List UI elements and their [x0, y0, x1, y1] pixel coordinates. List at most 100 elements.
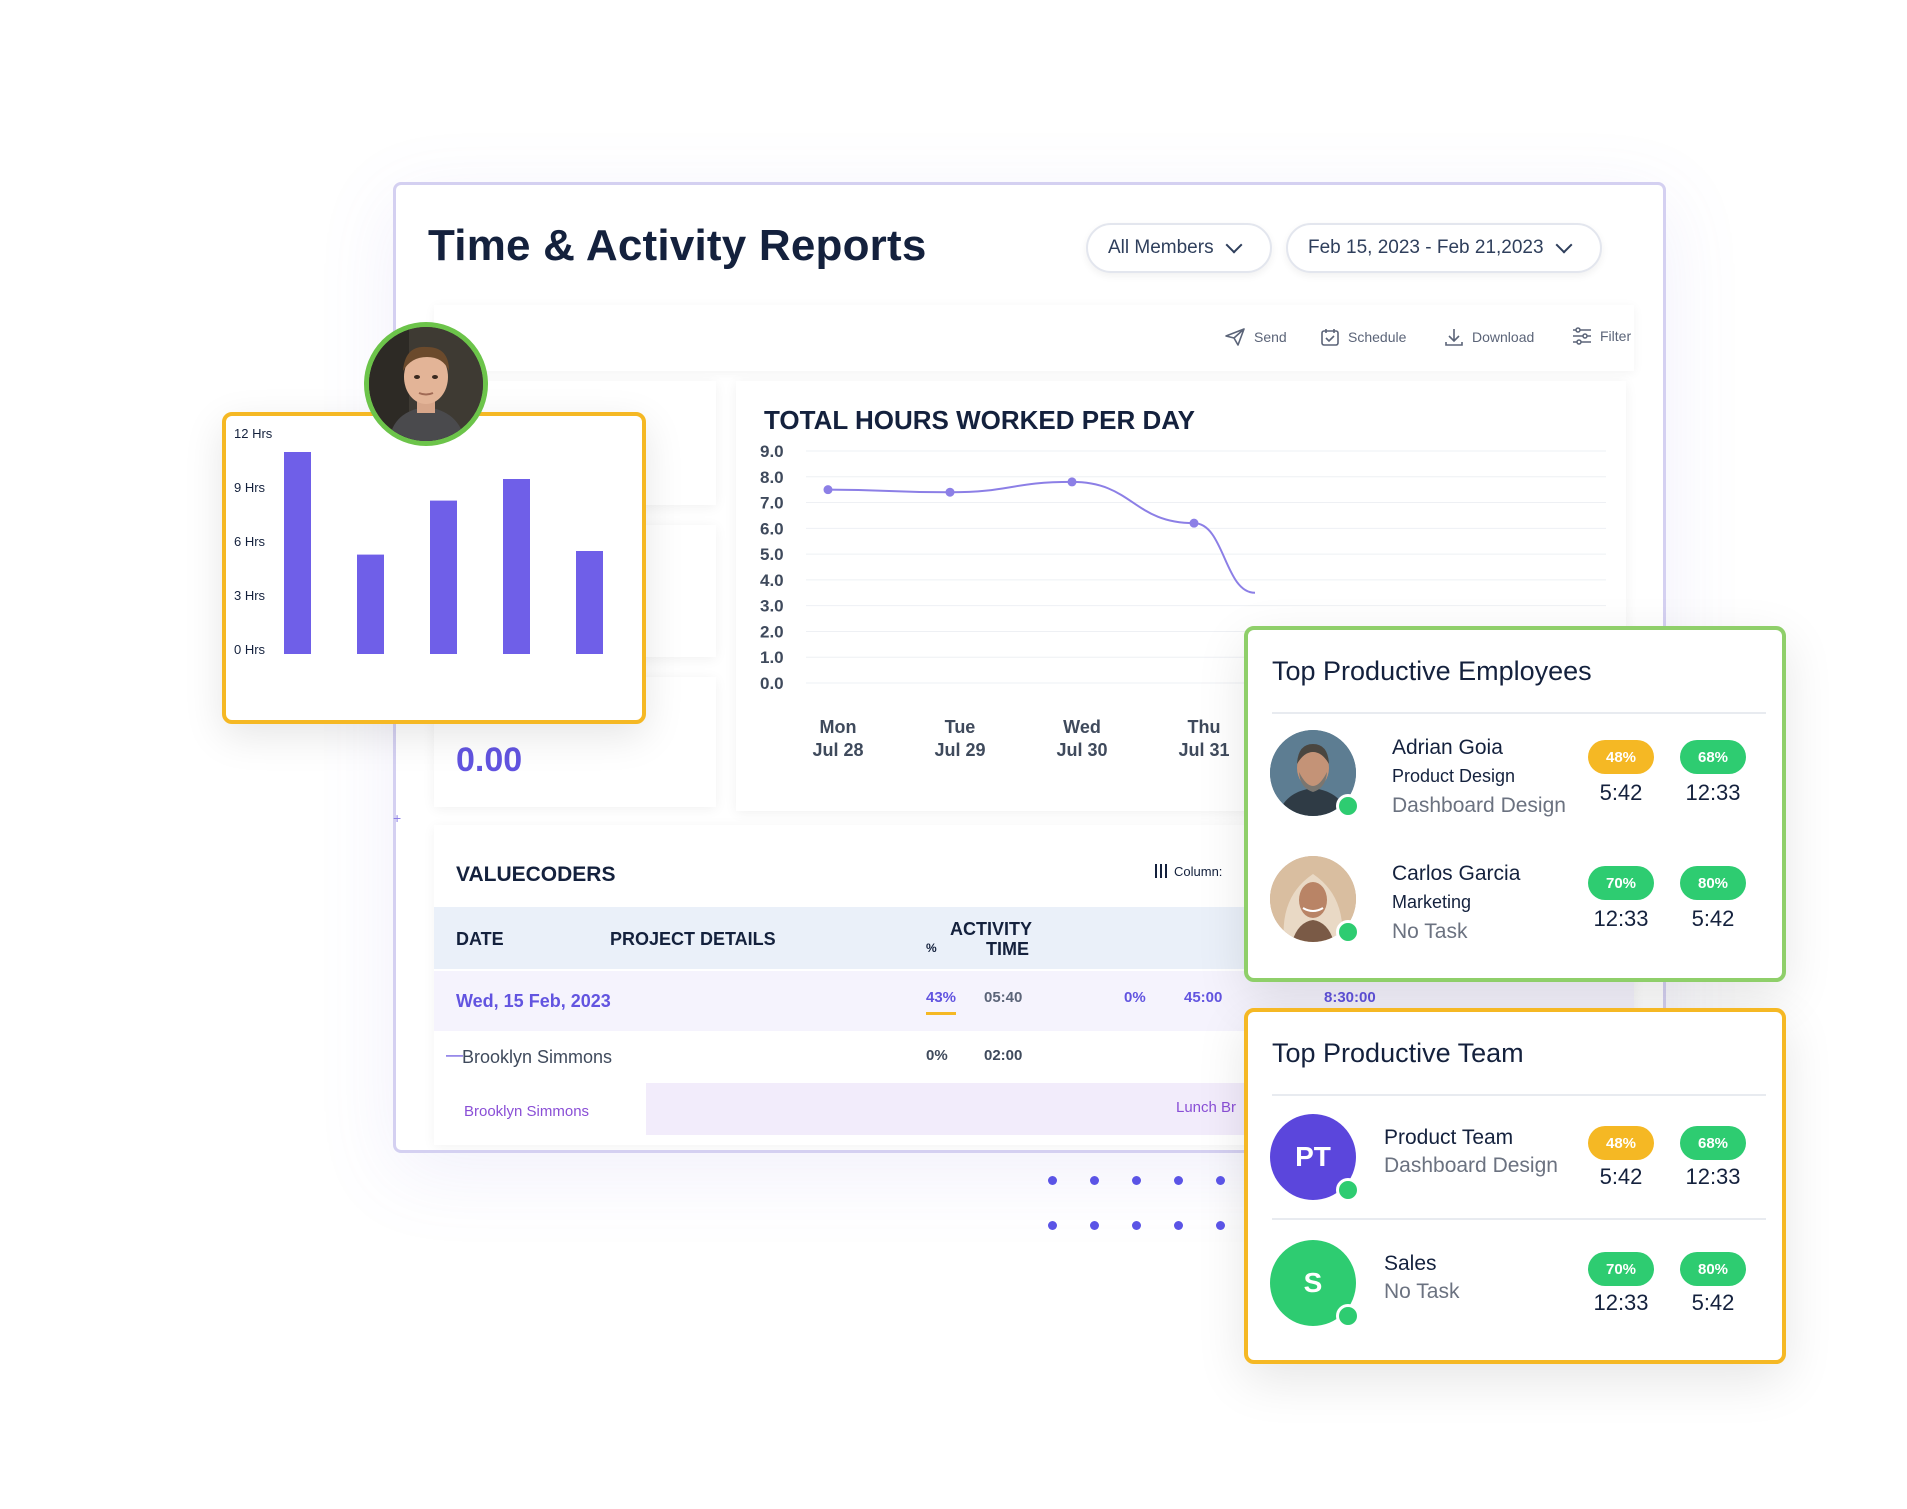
y-tick-label: 8.0: [760, 468, 784, 487]
schedule-button[interactable]: Schedule: [1320, 327, 1406, 347]
data-point: [1189, 518, 1199, 528]
filter-button[interactable]: Filter: [1572, 327, 1631, 345]
header-time: TIME: [986, 939, 1029, 959]
row-activity-percent: 43%: [926, 989, 957, 1015]
y-tick-label: 3 Hrs: [234, 588, 266, 603]
chevron-down-icon: [1225, 236, 1243, 254]
employee-avatar[interactable]: [1270, 730, 1356, 816]
member-time: 02:00: [984, 1047, 1023, 1064]
decorative-dots: [1048, 1176, 1248, 1236]
person-photo-icon: [369, 327, 483, 441]
person-photo-icon: [1270, 730, 1356, 816]
x-tick-day: Tue: [945, 717, 976, 737]
productivity-time: 12:33: [1593, 906, 1649, 931]
schedule-label: Schedule: [1348, 329, 1407, 345]
dot: [1216, 1221, 1225, 1230]
x-tick-date: Jul 29: [934, 740, 985, 760]
productivity-time: 12:33: [1593, 1290, 1649, 1315]
y-tick-label: 0 Hrs: [234, 642, 266, 657]
dot: [1048, 1221, 1057, 1230]
online-status-icon: [1336, 794, 1360, 818]
bar-chart-card: 12 Hrs 9 Hrs 6 Hrs 3 Hrs 0 Hrs: [222, 412, 646, 724]
productivity-badge: 70%: [1588, 1252, 1654, 1286]
dot: [1174, 1221, 1183, 1230]
table-title: VALUECODERS: [456, 863, 616, 886]
download-label: Download: [1472, 329, 1535, 345]
line-chart: 9.0 8.0 7.0 6.0 5.0 4.0 3.0 2.0 1.0 0.0 Mon Jul 28 T…: [760, 442, 1606, 760]
activity-badge: 80%: [1680, 866, 1746, 900]
header-project: PROJECT DETAILS: [610, 929, 776, 949]
plus-icon: +: [393, 810, 402, 826]
team-name: Sales: [1384, 1252, 1437, 1275]
y-tick-label: 12 Hrs: [234, 426, 273, 441]
x-tick-date: Jul 31: [1178, 740, 1229, 760]
team-name: Product Team: [1384, 1126, 1514, 1149]
calendar-icon: [1321, 329, 1339, 346]
bar: [503, 479, 530, 654]
online-status-icon: [1336, 1178, 1360, 1202]
y-tick-label: 4.0: [760, 571, 784, 590]
page-title: Time & Activity Reports: [428, 221, 927, 270]
members-dropdown[interactable]: All Members: [1086, 223, 1272, 273]
dot: [1132, 1176, 1141, 1185]
summary-value: 0.00: [456, 741, 523, 779]
bar-chart: 12 Hrs 9 Hrs 6 Hrs 3 Hrs 0 Hrs: [234, 426, 603, 657]
user-avatar[interactable]: [364, 322, 488, 446]
divider: [1272, 712, 1766, 714]
activity-time: 12:33: [1685, 1164, 1741, 1189]
x-tick-day: Thu: [1188, 717, 1221, 737]
activity-time: 5:42: [1691, 1290, 1735, 1315]
chevron-down-icon: [1555, 236, 1573, 254]
activity-badge: 68%: [1680, 1126, 1746, 1160]
header-date: DATE: [456, 929, 504, 949]
columns-button[interactable]: Column:: [1154, 863, 1222, 879]
y-tick-label: 9 Hrs: [234, 480, 266, 495]
activity-badge: 68%: [1680, 740, 1746, 774]
employee-department: Product Design: [1392, 766, 1516, 786]
productivity-time: 5:42: [1599, 780, 1643, 805]
row-date: Wed, 15 Feb, 2023: [456, 991, 611, 1011]
bar: [576, 551, 603, 654]
employee-name: Adrian Goia: [1392, 736, 1503, 759]
report-toolbar: Send Schedule Download Filter: [434, 305, 1634, 371]
download-button[interactable]: Download: [1444, 327, 1534, 347]
card-title: Top Productive Team: [1272, 1038, 1524, 1068]
y-tick-label: 9.0: [760, 442, 784, 461]
y-tick-label: 6.0: [760, 519, 784, 538]
divider: [1272, 1218, 1766, 1220]
x-tick-date: Jul 30: [1056, 740, 1107, 760]
employee-task: No Task: [1392, 920, 1468, 943]
bar: [284, 452, 311, 654]
filter-sliders-icon: [1573, 327, 1591, 345]
collapse-icon[interactable]: —: [446, 1045, 463, 1064]
dot: [1132, 1221, 1141, 1230]
row-percent-2: 0%: [1124, 989, 1146, 1006]
dot: [1216, 1176, 1225, 1185]
employee-task: Dashboard Design: [1392, 794, 1566, 817]
y-tick-label: 3.0: [760, 597, 784, 616]
online-status-icon: [1336, 920, 1360, 944]
filter-label: Filter: [1600, 328, 1632, 344]
columns-icon: [1155, 864, 1167, 878]
y-tick-label: 2.0: [760, 622, 784, 641]
productivity-badge: 48%: [1588, 1126, 1654, 1160]
row-time-2: 45:00: [1184, 989, 1223, 1006]
member-name: Brooklyn Simmons: [462, 1047, 613, 1067]
team-task: No Task: [1384, 1280, 1460, 1303]
productivity-badge: 70%: [1588, 866, 1654, 900]
activity-time: 12:33: [1685, 780, 1741, 805]
y-tick-label: 0.0: [760, 674, 784, 693]
y-tick-label: 1.0: [760, 648, 784, 667]
x-tick-day: Wed: [1063, 717, 1101, 737]
chart-title: TOTAL HOURS WORKED PER DAY: [764, 405, 1195, 435]
member-percent: 0%: [926, 1047, 948, 1064]
divider: [1272, 1094, 1766, 1096]
columns-label: Column:: [1174, 863, 1223, 879]
dot: [1048, 1176, 1057, 1185]
send-button[interactable]: Send: [1224, 327, 1287, 347]
card-title: Top Productive Employees: [1272, 656, 1592, 686]
top-team-card: Top Productive Team PT Product Team Dash…: [1244, 1008, 1786, 1364]
date-range-dropdown[interactable]: Feb 15, 2023 - Feb 21,2023: [1286, 223, 1602, 273]
data-point: [1067, 477, 1077, 487]
table-row[interactable]: — Brooklyn Simmons 0% 02:00: [434, 1035, 1634, 1079]
